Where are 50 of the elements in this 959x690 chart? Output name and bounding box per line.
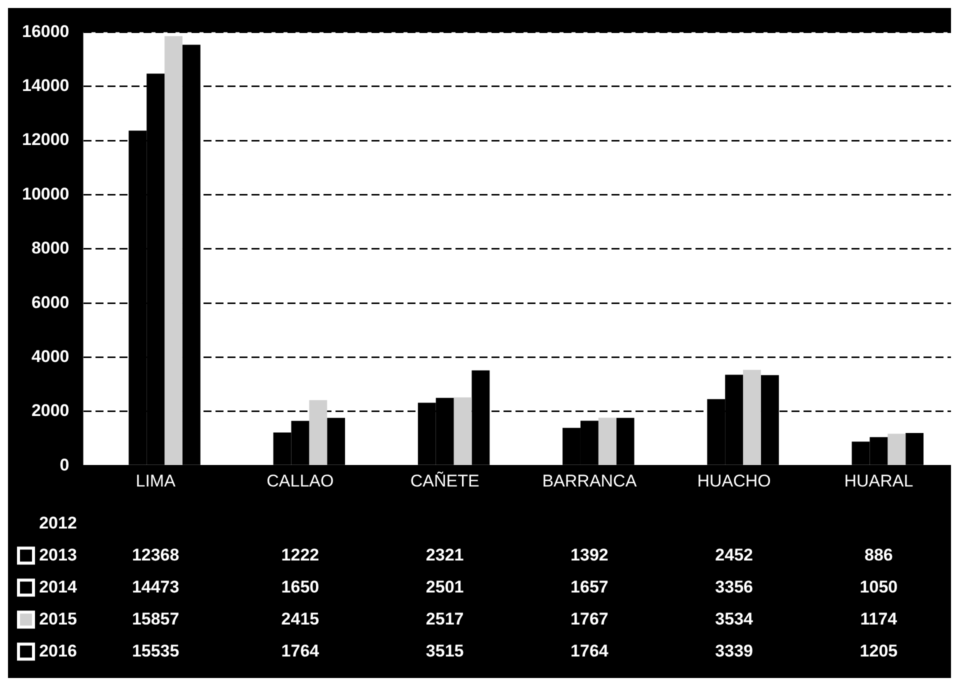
bar bbox=[309, 400, 328, 465]
legend-label: 2016 bbox=[39, 641, 77, 660]
bar bbox=[164, 36, 182, 465]
data-label: 3356 bbox=[715, 577, 753, 596]
y-tick-label: 10000 bbox=[22, 184, 70, 204]
legend-label: 2015 bbox=[39, 609, 77, 628]
data-label: 1050 bbox=[860, 577, 898, 596]
bar bbox=[888, 434, 906, 465]
data-label: 1767 bbox=[570, 609, 608, 628]
bar bbox=[743, 370, 761, 465]
data-label: 2501 bbox=[426, 577, 464, 596]
data-label: 2452 bbox=[715, 545, 753, 564]
y-tick-label: 0 bbox=[60, 455, 70, 474]
data-label: 886 bbox=[864, 545, 893, 564]
y-tick-label: 4000 bbox=[31, 346, 70, 366]
data-label: 1764 bbox=[281, 641, 320, 660]
data-label: 1657 bbox=[570, 577, 608, 596]
legend-label: 2014 bbox=[39, 577, 78, 596]
data-label: 3339 bbox=[715, 641, 753, 660]
data-label: 1650 bbox=[281, 577, 320, 596]
y-tick-label: 16000 bbox=[22, 22, 70, 41]
y-tick-label: 2000 bbox=[31, 401, 70, 420]
data-label: 1392 bbox=[570, 545, 608, 564]
data-label: 3515 bbox=[426, 641, 464, 660]
data-label: 15535 bbox=[132, 641, 180, 660]
data-label: 1222 bbox=[281, 545, 320, 564]
data-label: 1205 bbox=[860, 641, 898, 660]
x-tick-label: LIMA bbox=[136, 471, 176, 490]
data-label: 2415 bbox=[281, 609, 320, 628]
x-tick-label: HUACHO bbox=[697, 471, 771, 490]
x-tick-label: HUARAL bbox=[844, 471, 914, 490]
y-tick-label: 6000 bbox=[31, 292, 70, 312]
bar bbox=[598, 418, 616, 465]
bar bbox=[454, 397, 472, 465]
x-tick-label: CALLAO bbox=[266, 471, 334, 490]
y-tick-label: 12000 bbox=[22, 130, 70, 150]
data-label: 2321 bbox=[426, 545, 464, 564]
data-label: 14473 bbox=[132, 577, 180, 596]
data-label: 1764 bbox=[570, 641, 609, 660]
x-tick-label: CAÑETE bbox=[410, 471, 480, 490]
data-label: 2517 bbox=[426, 609, 464, 628]
x-tick-label: BARRANCA bbox=[542, 471, 638, 490]
text: 2012 bbox=[39, 513, 77, 532]
y-tick-label: 14000 bbox=[22, 76, 70, 96]
data-label: 1174 bbox=[860, 609, 898, 628]
data-label: 3534 bbox=[715, 609, 754, 628]
data-label: 15857 bbox=[132, 609, 180, 628]
y-tick-label: 8000 bbox=[31, 238, 70, 258]
data-label: 12368 bbox=[132, 545, 180, 564]
legend-label: 2013 bbox=[39, 545, 77, 564]
